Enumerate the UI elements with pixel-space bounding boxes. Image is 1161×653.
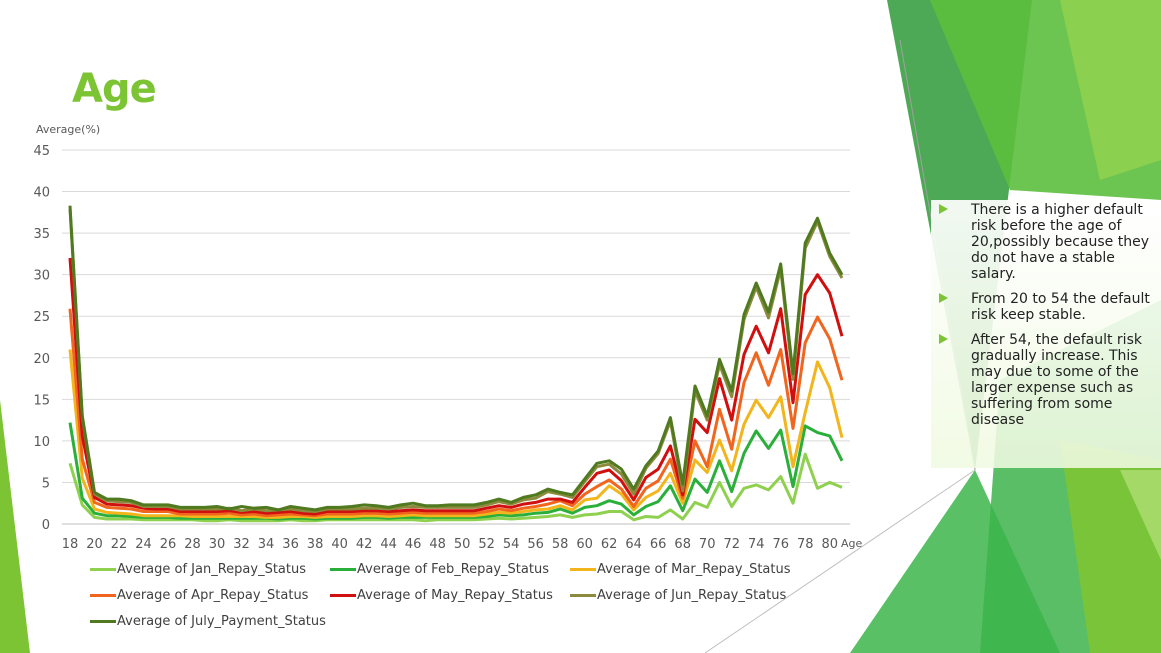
x-tick-label: 20 [86,537,103,552]
x-tick-label: 44 [380,537,397,552]
series-line [68,452,843,523]
bullet-arrow-icon [939,293,948,303]
x-tick-label: 50 [454,537,471,552]
x-tick-label: 30 [209,537,226,552]
x-tick-label: 80 [821,537,838,552]
y-tick-label: 25 [33,310,50,325]
legend-label: Average of Feb_Repay_Status [357,562,549,577]
x-tick-label: 36 [282,537,299,552]
x-tick-label: 76 [772,537,789,552]
x-tick-label: 46 [405,537,422,552]
legend-item: Average of Feb_Repay_Status [330,562,549,577]
legend-label: Average of Mar_Repay_Status [597,562,791,577]
y-axis-label: Average(%) [36,123,100,136]
legend-swatch [90,620,116,623]
x-tick-label: 38 [307,537,324,552]
legend-swatch [570,594,596,597]
note-text: There is a higher default risk before th… [971,202,1149,282]
legend-item: Average of Mar_Repay_Status [570,562,791,577]
x-tick-label: 48 [429,537,446,552]
series-line [68,208,844,513]
slide-title: Age [72,66,157,112]
note-text: From 20 to 54 the default risk keep stab… [971,291,1150,323]
note-item: From 20 to 54 the default risk keep stab… [939,291,1161,323]
x-tick-label: 56 [527,537,544,552]
x-tick-label: 74 [748,537,765,552]
legend-item: Average of July_Payment_Status [90,614,326,629]
series-line [68,422,844,521]
note-item: There is a higher default risk before th… [939,202,1161,282]
legend-label: Average of July_Payment_Status [117,614,326,629]
legend-item: Average of Apr_Repay_Status [90,588,308,603]
x-tick-label: 64 [625,537,642,552]
legend-swatch [570,568,596,571]
x-tick-label: 28 [184,537,201,552]
x-tick-label: 66 [650,537,667,552]
legend-swatch [90,594,116,597]
series-line [68,349,844,519]
y-tick-label: 15 [33,393,50,408]
y-tick-label: 0 [42,518,50,533]
x-tick-label: 62 [601,537,618,552]
bullet-arrow-icon [939,334,948,344]
x-tick-label: 32 [233,537,250,552]
x-tick-label: 70 [699,537,716,552]
x-tick-label: 40 [331,537,348,552]
legend-item: Average of Jun_Repay_Status [570,588,786,603]
legend-swatch [330,594,356,597]
x-tick-label: 34 [258,537,275,552]
x-tick-label: 24 [135,537,152,552]
legend-label: Average of Jan_Repay_Status [117,562,307,577]
series-line [68,205,844,512]
bullet-arrow-icon [939,204,948,214]
y-tick-label: 20 [33,352,50,367]
y-tick-label: 5 [42,476,50,491]
notes-panel: There is a higher default risk before th… [931,200,1161,468]
x-tick-label: 58 [552,537,569,552]
series-line [68,257,844,516]
x-tick-label: 22 [111,537,128,552]
legend-item: Average of Jan_Repay_Status [90,562,306,577]
note-text: After 54, the default risk gradually inc… [971,332,1142,428]
y-tick-label: 30 [33,269,50,284]
x-tick-label: 42 [356,537,373,552]
legend-swatch [90,568,116,571]
x-axis-label: Age [841,537,863,550]
y-tick-label: 35 [33,227,50,242]
note-item: After 54, the default risk gradually inc… [939,332,1161,428]
x-tick-label: 60 [576,537,593,552]
legend-label: Average of May_Repay_Status [357,588,553,603]
legend-label: Average of Apr_Repay_Status [117,588,309,603]
x-tick-label: 52 [478,537,495,552]
legend-item: Average of May_Repay_Status [330,588,553,603]
x-tick-label: 54 [503,537,520,552]
legend-label: Average of Jun_Repay_Status [597,588,787,603]
y-tick-label: 40 [33,186,50,201]
y-tick-label: 45 [33,144,50,159]
legend-swatch [330,568,356,571]
y-tick-label: 10 [33,435,50,450]
x-tick-label: 18 [62,537,79,552]
x-tick-label: 26 [160,537,177,552]
x-tick-label: 68 [674,537,691,552]
x-tick-label: 78 [797,537,814,552]
x-tick-label: 72 [723,537,740,552]
series-line [68,308,844,518]
